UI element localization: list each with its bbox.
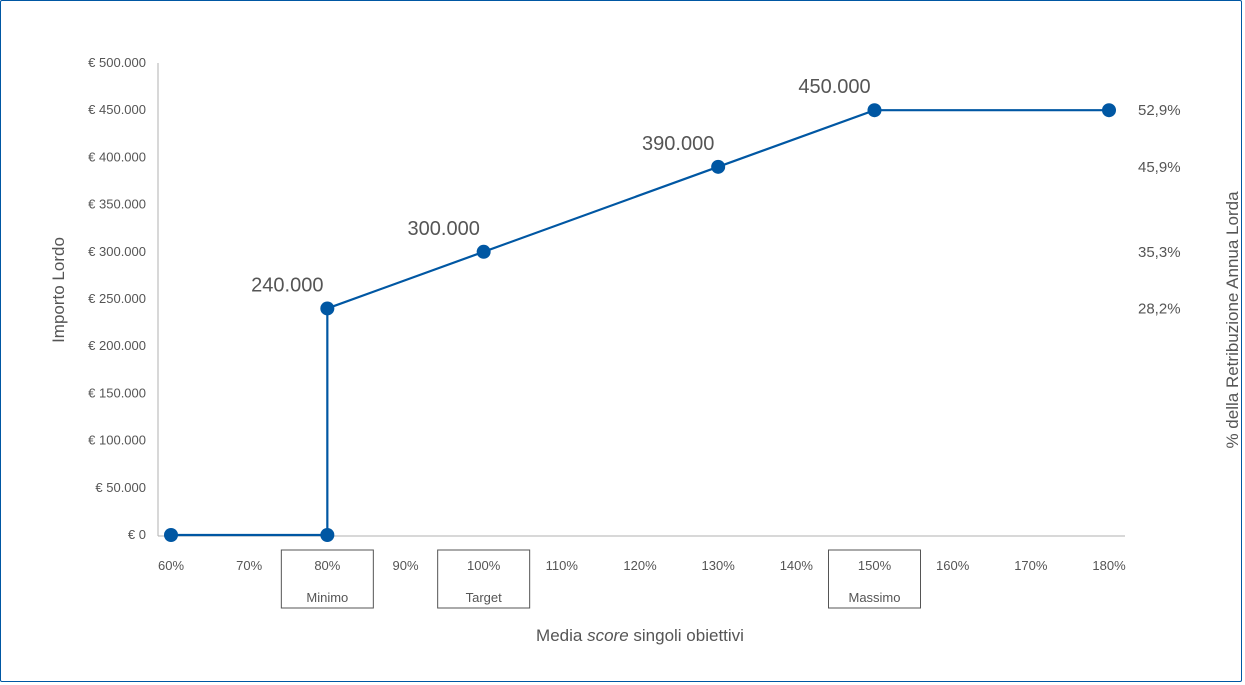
threshold-box-label: Minimo: [306, 590, 348, 605]
percent-label: 35,3%: [1138, 244, 1181, 261]
data-label: 390.000: [642, 133, 714, 155]
series-line: [164, 103, 1116, 542]
threshold-box-label: Massimo: [848, 590, 900, 605]
x-tick-label: 160%: [936, 558, 970, 573]
data-point: [320, 301, 335, 316]
percent-label: 28,2%: [1138, 300, 1181, 317]
percent-label: 52,9%: [1138, 102, 1181, 119]
threshold-box-label: Target: [466, 590, 503, 605]
y-tick-label: € 100.000: [88, 433, 146, 448]
x-axis-title-part-2: score: [587, 626, 629, 645]
data-label: 450.000: [798, 76, 870, 98]
data-labels: 240.000 300.000 390.000 450.000: [251, 76, 870, 296]
data-point: [320, 528, 335, 542]
x-tick-label: 180%: [1092, 558, 1126, 573]
threshold-box: [828, 549, 921, 609]
x-axis-title: Media score singoli obiettivi: [536, 626, 744, 645]
x-tick-label: 60%: [158, 558, 184, 573]
data-label: 240.000: [251, 274, 323, 296]
series-line-path: [171, 109, 1109, 537]
secondary-axis-title: % della Retribuzione Annua Lorda: [1223, 191, 1242, 449]
y-axis-title: Importo Lordo: [49, 237, 68, 343]
x-tick-label: 130%: [702, 558, 736, 573]
percent-labels: 52,9% 45,9% 35,3% 28,2%: [1138, 102, 1181, 317]
y-tick-labels: € 0 € 50.000 € 100.000 € 150.000 € 200.000 € …: [88, 55, 146, 542]
threshold-box: [437, 549, 531, 609]
y-tick-label: € 200.000: [88, 338, 146, 353]
x-tick-label: 140%: [780, 558, 814, 573]
data-point: [476, 244, 491, 259]
y-tick-label: € 50.000: [95, 480, 146, 495]
threshold-box: [280, 549, 374, 609]
y-tick-label: € 400.000: [88, 149, 146, 164]
y-tick-label: € 0: [128, 527, 146, 542]
y-tick-label: € 250.000: [88, 291, 146, 306]
data-label: 300.000: [408, 218, 480, 240]
threshold-boxes: Minimo Target Massimo: [280, 549, 921, 609]
x-tick-label: 100%: [467, 558, 501, 573]
x-tick-label: 150%: [858, 558, 892, 573]
y-tick-label: € 300.000: [88, 244, 146, 259]
data-point: [867, 103, 882, 118]
data-point: [1102, 103, 1116, 118]
data-point: [164, 528, 178, 542]
x-tick-label: 90%: [392, 558, 418, 573]
y-tick-label: € 350.000: [88, 197, 146, 212]
x-tick-label: 70%: [236, 558, 262, 573]
data-point: [711, 159, 726, 174]
x-tick-labels: 60% 70% 80% 90% 100% 110% 120% 130% 140% 150% 160%…: [158, 558, 1126, 573]
x-tick-label: 170%: [1014, 558, 1048, 573]
y-tick-label: € 450.000: [88, 102, 146, 117]
x-axis-title-part-3: singoli obiettivi: [629, 626, 744, 645]
x-tick-label: 110%: [546, 558, 579, 573]
y-tick-label: € 150.000: [88, 385, 146, 400]
x-tick-label: 80%: [314, 558, 340, 573]
x-axis-title-part-1: Media: [536, 626, 587, 645]
x-tick-label: 120%: [623, 558, 657, 573]
percent-label: 45,9%: [1138, 159, 1181, 176]
y-tick-label: € 500.000: [88, 55, 146, 70]
